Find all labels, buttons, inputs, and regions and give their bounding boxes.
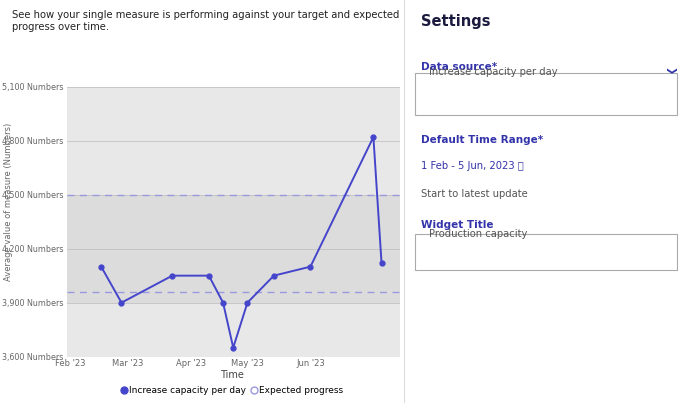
Text: Start to latest update: Start to latest update bbox=[421, 189, 528, 199]
Text: Average value of measure (Numbers): Average value of measure (Numbers) bbox=[3, 123, 12, 280]
Text: Production capacity: Production capacity bbox=[429, 229, 528, 239]
Text: See how your single measure is performing against your target and expected
progr: See how your single measure is performin… bbox=[12, 10, 400, 32]
Text: Increase capacity per day: Increase capacity per day bbox=[429, 67, 558, 77]
Text: Settings: Settings bbox=[421, 14, 491, 29]
Text: 1 Feb - 5 Jun, 2023 ⌵: 1 Feb - 5 Jun, 2023 ⌵ bbox=[421, 161, 524, 171]
FancyBboxPatch shape bbox=[416, 73, 676, 115]
Text: ❯: ❯ bbox=[665, 67, 674, 75]
Legend: Increase capacity per day, Expected progress: Increase capacity per day, Expected prog… bbox=[117, 382, 347, 399]
Text: Data source*: Data source* bbox=[421, 62, 497, 73]
FancyBboxPatch shape bbox=[416, 234, 676, 270]
Text: Widget Title: Widget Title bbox=[421, 220, 493, 230]
Text: Time: Time bbox=[220, 370, 244, 380]
Text: Default Time Range*: Default Time Range* bbox=[421, 135, 543, 145]
